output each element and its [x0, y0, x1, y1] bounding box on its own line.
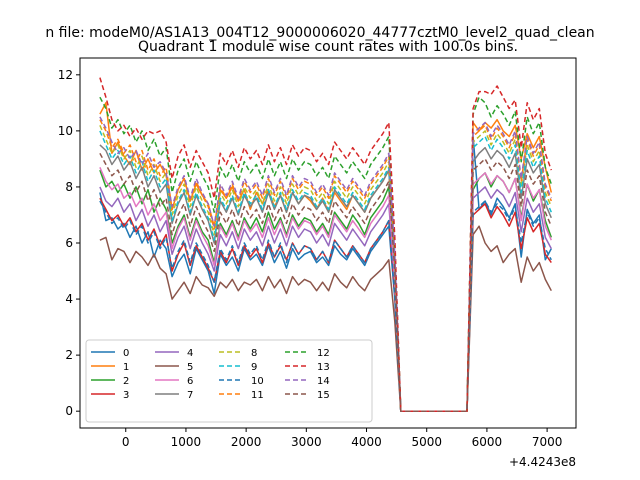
chart-title: Quadrant 1 module wise count rates with … [138, 39, 518, 55]
y-tick-label: 12 [58, 68, 73, 82]
y-tick-label: 8 [65, 180, 73, 194]
legend-label-14: 14 [317, 376, 330, 387]
series-line-7 [99, 144, 552, 412]
x-tick-label: 4000 [351, 435, 382, 449]
series-line-8 [99, 125, 552, 412]
series-line-6 [99, 167, 552, 412]
legend-label-12: 12 [317, 348, 330, 359]
y-tick-label: 4 [65, 292, 73, 306]
axes-frame [79, 57, 577, 429]
y-tick-label: 6 [65, 236, 73, 250]
legend-label-0: 0 [123, 348, 129, 359]
legend-label-2: 2 [123, 376, 129, 387]
legend-box [85, 339, 373, 423]
legend-label-4: 4 [187, 348, 193, 359]
x-tick-label: 3000 [291, 435, 322, 449]
legend-label-3: 3 [123, 390, 129, 401]
x-tick-label: 0 [122, 435, 130, 449]
plot-area [99, 77, 553, 412]
series-line-12 [99, 96, 553, 412]
x-tick-label: 7000 [532, 435, 563, 449]
x-tick-label: 2000 [231, 435, 262, 449]
series-line-4 [99, 186, 552, 412]
series-line-15 [99, 152, 552, 412]
legend-label-11: 11 [251, 390, 264, 401]
legend-label-9: 9 [251, 362, 257, 373]
legend-label-7: 7 [187, 390, 193, 401]
y-axis: 0 2 4 6 8 10 12 [58, 68, 80, 418]
series-line-0 [99, 135, 552, 412]
legend-label-1: 1 [123, 362, 129, 373]
legend-label-6: 6 [187, 376, 193, 387]
legend-label-8: 8 [251, 348, 257, 359]
legend-label-5: 5 [187, 362, 193, 373]
legend-label-10: 10 [251, 376, 264, 387]
series-line-14 [99, 116, 552, 412]
y-tick-label: 0 [65, 404, 73, 418]
x-axis-offset-label: +4.4243e8 [509, 455, 576, 469]
figure-suptitle: n file: modeM0/AS1A13_004T12_9000006020_… [45, 25, 594, 41]
x-tick-label: 1000 [171, 435, 202, 449]
legend-label-15: 15 [317, 390, 330, 401]
series-line-13 [99, 77, 553, 412]
x-tick-label: 6000 [472, 435, 503, 449]
y-tick-label: 10 [58, 124, 73, 138]
y-tick-label: 2 [65, 348, 73, 362]
legend-label-13: 13 [317, 362, 330, 373]
series-line-5 [99, 225, 552, 412]
x-axis: 0 1000 2000 3000 4000 5000 6000 7000 [122, 428, 562, 449]
series-line-10 [99, 200, 552, 412]
x-tick-label: 5000 [411, 435, 442, 449]
